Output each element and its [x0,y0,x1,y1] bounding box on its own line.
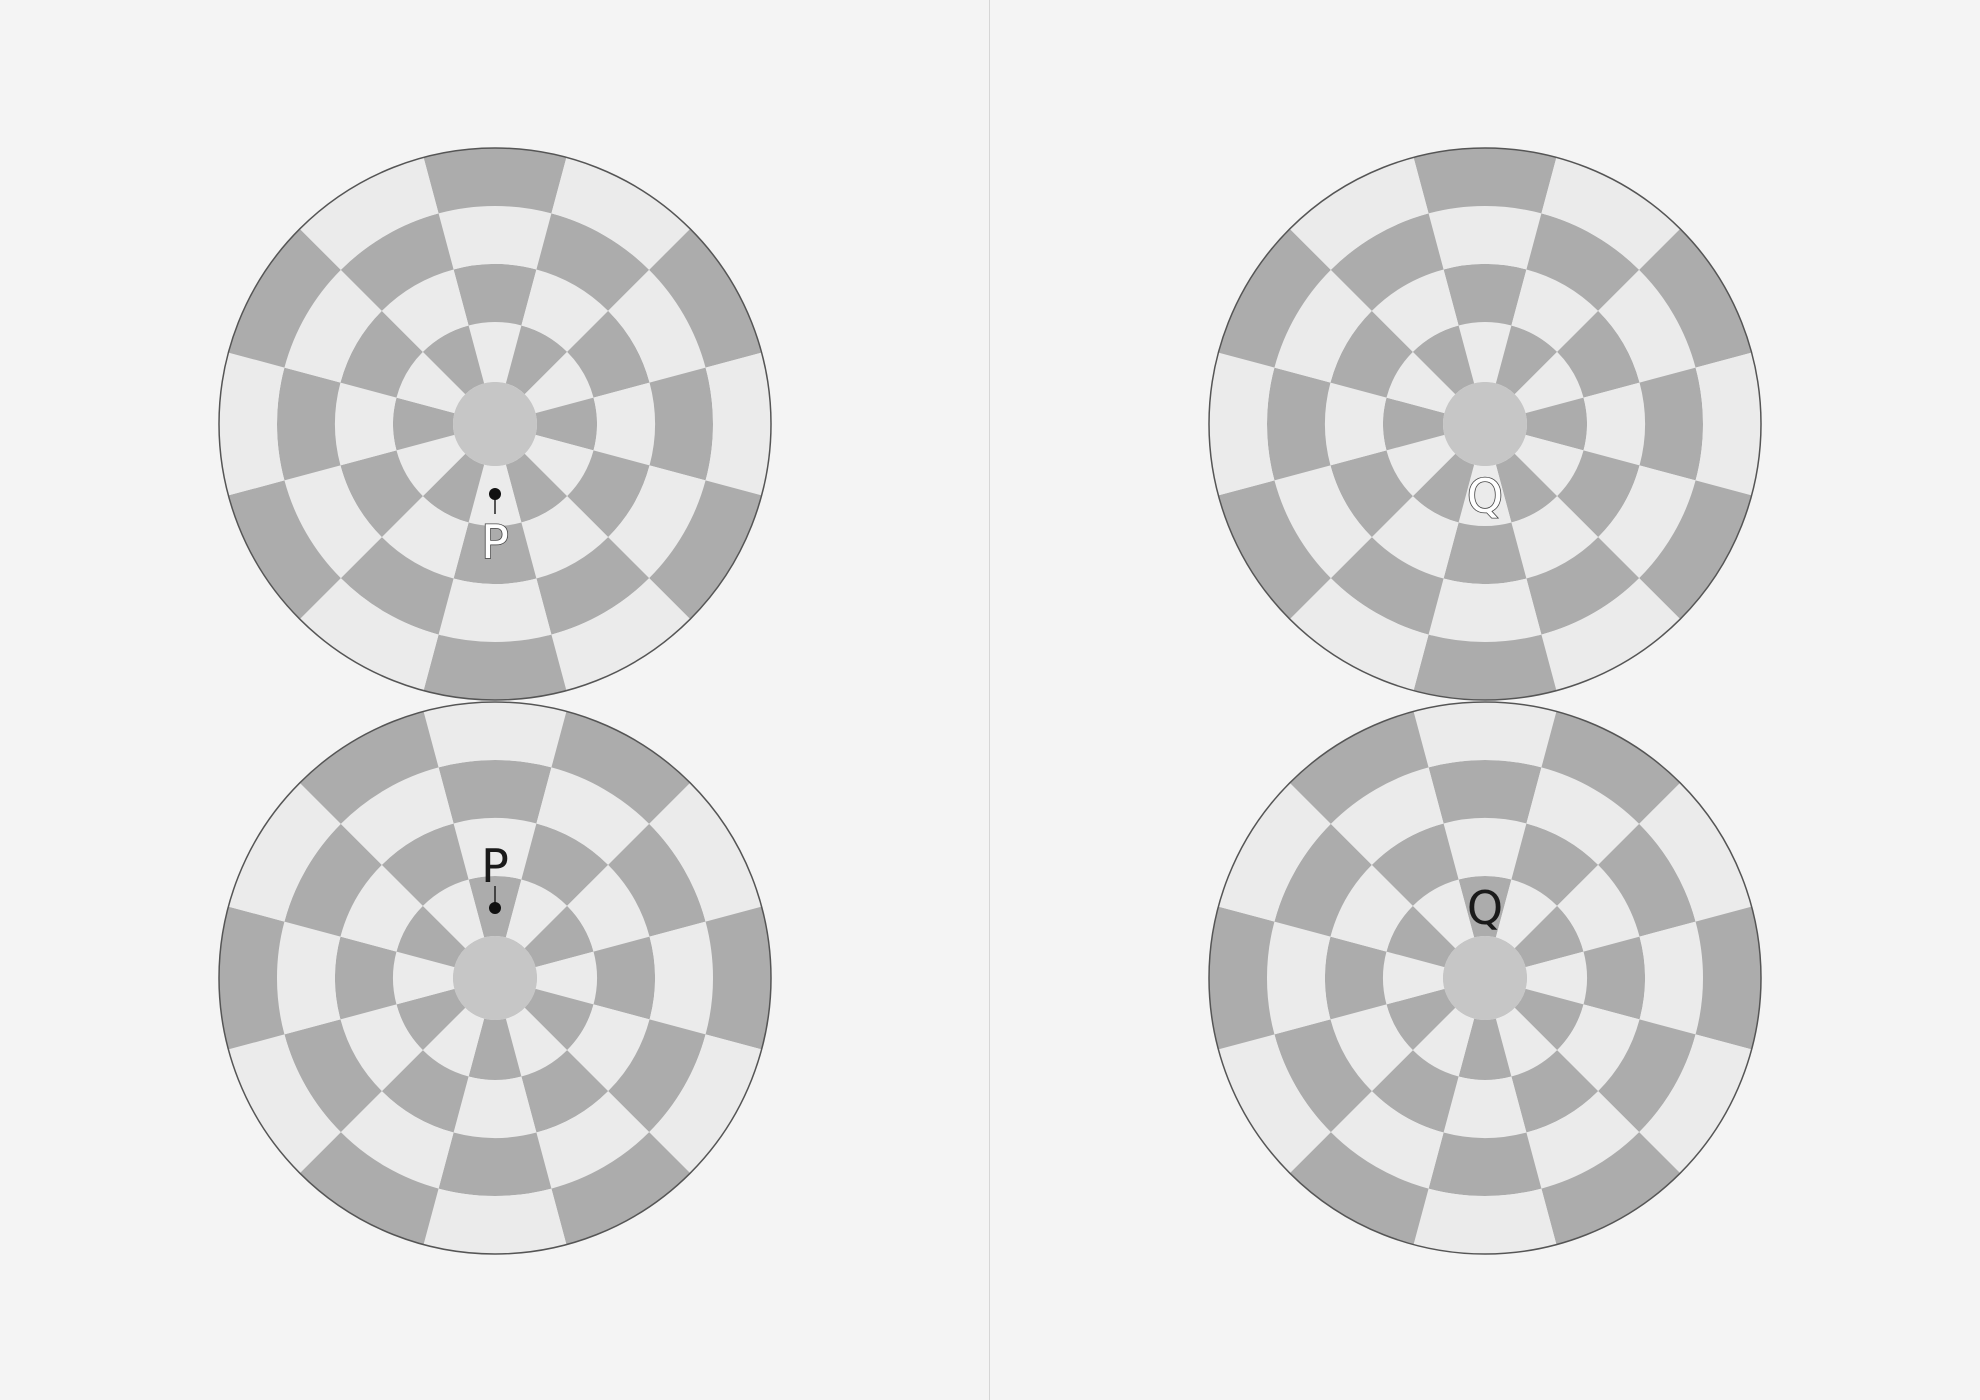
marker-dot [489,902,501,914]
disc-segment [424,1189,567,1254]
disc-segment [706,907,771,1050]
disc-segment [1429,1133,1542,1196]
label-p-bottom: P [481,839,509,893]
disc-segment [424,635,567,700]
disc-hub [453,382,537,466]
disc-segment [1414,148,1557,213]
disc-segment [1640,368,1703,481]
disc-segment [424,148,567,213]
disc-segment [650,368,713,481]
disc-segment [277,368,340,481]
disc-segment [219,353,284,496]
disc-segment [424,702,567,767]
disc-hub [1443,382,1527,466]
disc-segment [1696,353,1761,496]
disc-segment [439,206,552,269]
disc-segment [1267,922,1330,1035]
disc-left-bottom [219,702,771,1254]
disc-segment [650,922,713,1035]
disc-hub [1443,936,1527,1020]
label-q-bottom: Q [1467,881,1503,935]
disc-segment [1429,206,1542,269]
disc-segment [219,907,284,1050]
disc-segment [1267,368,1330,481]
disc-segment [1209,353,1274,496]
disc-segment [1429,760,1542,823]
marker-dot [489,488,501,500]
disc-segment [1429,579,1542,642]
disc-segment [1696,907,1761,1050]
disc-segment [1209,907,1274,1050]
disc-right-top [1209,148,1761,700]
disc-segment [1414,1189,1557,1254]
disc-segment [439,1133,552,1196]
disc-segment [439,760,552,823]
disc-segment [277,922,340,1035]
label-q-top: Q [1467,469,1503,523]
disc-segment [1640,922,1703,1035]
disc-segment [1414,635,1557,700]
disc-hub [453,936,537,1020]
disc-segment [1414,702,1557,767]
disc-right-bottom [1209,702,1761,1254]
disc-segment [706,353,771,496]
label-p-top: P [481,515,509,569]
disc-left-top [219,148,771,700]
disc-segment [439,579,552,642]
